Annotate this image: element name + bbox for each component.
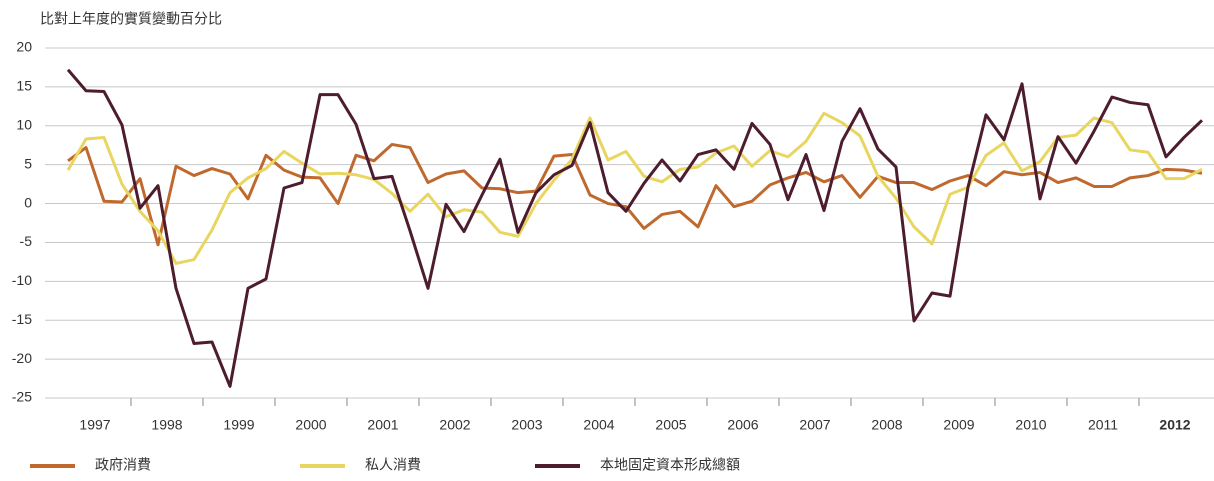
chart-title: 比對上年度的實質變動百分比 [40,11,222,27]
x-tick-label: 2001 [367,417,398,433]
y-tick-label: -15 [12,311,32,327]
y-tick-label: -5 [20,233,33,249]
x-tick-label: 2004 [583,417,614,433]
x-tick-label: 2005 [655,417,686,433]
x-tick-label: 2006 [727,417,758,433]
series-line [66,68,1204,388]
x-tick-label: 2007 [799,417,830,433]
x-tick-label: 2000 [295,417,326,433]
series-line [66,111,1203,265]
x-tick-label: 2012 [1159,417,1190,433]
legend-label: 政府消費 [95,457,151,473]
x-tick-label: 1999 [223,417,254,433]
y-tick-label: -10 [12,272,32,288]
x-tick-label: 2003 [511,417,542,433]
y-tick-label: 10 [16,116,32,132]
x-tick-label: 2009 [943,417,974,433]
x-tick-label: 1997 [79,417,110,433]
y-tick-label: 20 [16,39,32,55]
x-tick-label: 2011 [1088,417,1118,433]
y-tick-label: 15 [16,78,32,94]
y-tick-label: -25 [12,389,32,405]
series-line [67,142,1203,247]
x-tick-label: 2008 [871,417,902,433]
y-tick-label: 0 [24,194,32,210]
x-tick-label: 2002 [439,417,470,433]
x-tick-label: 1998 [151,417,182,433]
x-tick-label: 2010 [1015,417,1046,433]
legend-label: 本地固定資本形成總額 [600,457,740,473]
y-tick-label: 5 [24,155,32,171]
legend-label: 私人消費 [365,457,421,473]
y-tick-label: -20 [12,350,32,366]
